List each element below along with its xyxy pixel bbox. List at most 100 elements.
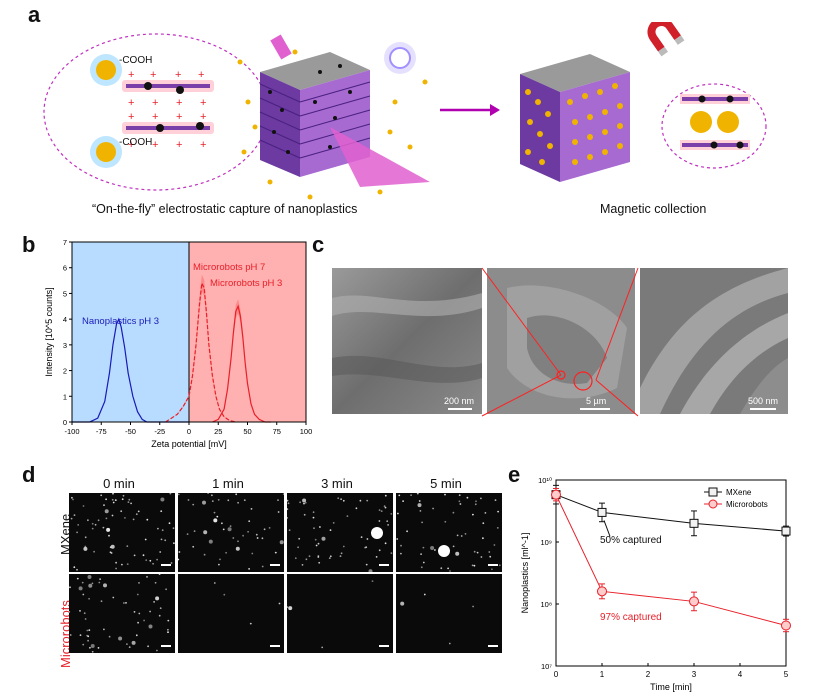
nanoplastic-spot — [294, 557, 297, 560]
nanoplastic-spot — [456, 534, 459, 537]
nanoplastic-spot — [127, 501, 130, 503]
scalebar-line — [161, 564, 171, 566]
time-label: 5 min — [430, 476, 462, 491]
nanoplastic-spot — [277, 499, 279, 501]
nanoplastic-spot — [329, 529, 332, 531]
scalebar-line — [448, 408, 472, 410]
nanoplastic-spot — [219, 558, 221, 561]
nanoplastic-spot — [422, 546, 425, 549]
nanoplastic-spot — [86, 629, 89, 632]
scalebar-line — [488, 645, 498, 647]
y-tick-label: 1 — [63, 392, 67, 401]
nanoplastic-spot — [124, 517, 126, 519]
panel-d-label: d — [22, 462, 36, 487]
sem-image-left — [332, 268, 482, 414]
nanoplastic-spot — [455, 551, 460, 556]
nanoplastic-spot — [227, 527, 232, 532]
nanoplastic-spot — [303, 513, 306, 516]
x-tick-label: -75 — [96, 427, 107, 436]
scalebar-line — [270, 564, 280, 566]
nanoplastic-spot — [71, 496, 73, 499]
nanoplastic-spot — [274, 551, 277, 554]
nanoplastic-spot — [154, 581, 157, 584]
nanoplastic-spot — [91, 522, 94, 525]
nanoplastic-spot — [203, 553, 206, 556]
motion-arrow — [330, 127, 430, 187]
nanoplastic-spot — [211, 494, 213, 497]
nanoplastic-spot — [83, 612, 86, 615]
nanoplastic-spot — [84, 618, 87, 620]
nanoplastic-spot — [164, 539, 167, 542]
nanoplastic-spot — [287, 606, 289, 608]
nanoplastic-spot — [170, 562, 173, 564]
nanoplastic-spot — [277, 511, 280, 513]
nanoplastic-spot — [159, 551, 162, 553]
zoom-connector-lines — [481, 267, 639, 417]
cobalt-particle — [156, 124, 164, 132]
motion-arrow-tail — [270, 34, 292, 60]
nanoplastic-spot — [167, 631, 169, 634]
nanoplastic-spot — [76, 577, 79, 580]
scalebar-line — [161, 645, 171, 647]
nanoplastic-spot — [97, 647, 100, 649]
nanoplastic-spot — [114, 499, 117, 501]
plot-frame — [555, 479, 787, 667]
fluorescence-tile — [178, 493, 284, 572]
nanoplastic-spot — [88, 597, 90, 600]
svg-text:+: + — [128, 139, 134, 151]
nanoplastic-spot — [156, 558, 158, 561]
nanoplastic-spot — [287, 517, 289, 519]
nanoplastic-spot — [135, 513, 138, 516]
zeta-potential-chart: -100 -75 -50 -25 0 25 50 75 100 0 1 2 3 4 5 6 7 Zeta pote… — [44, 238, 312, 449]
nanoplastic-spot — [475, 500, 477, 503]
nanoplastic-spot — [473, 550, 476, 553]
nanoplastic-bead — [96, 142, 116, 162]
nanoplastic-spot — [83, 546, 88, 551]
y-tick-label: 10⁷ — [541, 662, 552, 671]
nanoplastic-spot — [452, 545, 455, 548]
nanoplastic-spot — [386, 520, 389, 523]
y-tick-label: 10⁸ — [540, 600, 552, 609]
x-tick-label: 0 — [187, 427, 191, 436]
y-tick-label: 7 — [63, 238, 67, 247]
nanoplastic-spot — [378, 509, 381, 511]
nanoplastic-spot — [73, 514, 76, 516]
nanoplastic-spot — [208, 539, 213, 544]
scalebar-line — [379, 564, 389, 566]
nanoplastic-spot — [459, 503, 462, 505]
cobalt-particle — [144, 82, 152, 90]
nanoplastic-spot — [251, 552, 254, 555]
nanoplastic-spot — [339, 555, 342, 557]
data-point — [551, 489, 561, 500]
nanoplastic-spot — [133, 611, 136, 613]
nanoplastic-spot — [484, 512, 487, 514]
aggregate-spot — [438, 545, 450, 557]
nanoplastic-spot — [178, 558, 180, 561]
nanoplastic-spot — [301, 564, 304, 566]
x-tick-label: 4 — [738, 670, 743, 679]
nanoplastic-spot — [321, 536, 326, 541]
nanoplastic-spot — [118, 636, 123, 641]
nanoplastic-spot — [213, 511, 216, 514]
nanoplastic-spot — [378, 549, 381, 552]
mxene-sheet — [126, 126, 210, 130]
nanoplastic-spot — [313, 527, 315, 530]
nanoplastic-spot — [482, 537, 484, 540]
nanoplastic-spot — [302, 498, 307, 503]
nanoplastic-spot — [178, 551, 181, 553]
aggregate-spot — [371, 527, 383, 539]
nanoplastic-spot — [473, 564, 476, 567]
svg-text:+: + — [198, 69, 204, 81]
nanoplastic-spot — [102, 526, 105, 529]
nanoplastic-spot — [299, 501, 301, 504]
nanoplastic-spot — [489, 555, 492, 558]
nanoplastic-spot — [136, 593, 139, 596]
nanoplastic-spot — [406, 530, 408, 533]
nanoplastic-spot — [90, 644, 95, 648]
caption-capture: “On-the-fly” electrostatic capture of na… — [92, 202, 358, 216]
x-tick-label: 75 — [273, 427, 281, 436]
nanoplastic-spot — [287, 508, 289, 510]
fluorescence-tile — [287, 493, 393, 572]
nanoplastic-spot — [178, 493, 180, 496]
nanoplastic-spot — [86, 634, 88, 637]
